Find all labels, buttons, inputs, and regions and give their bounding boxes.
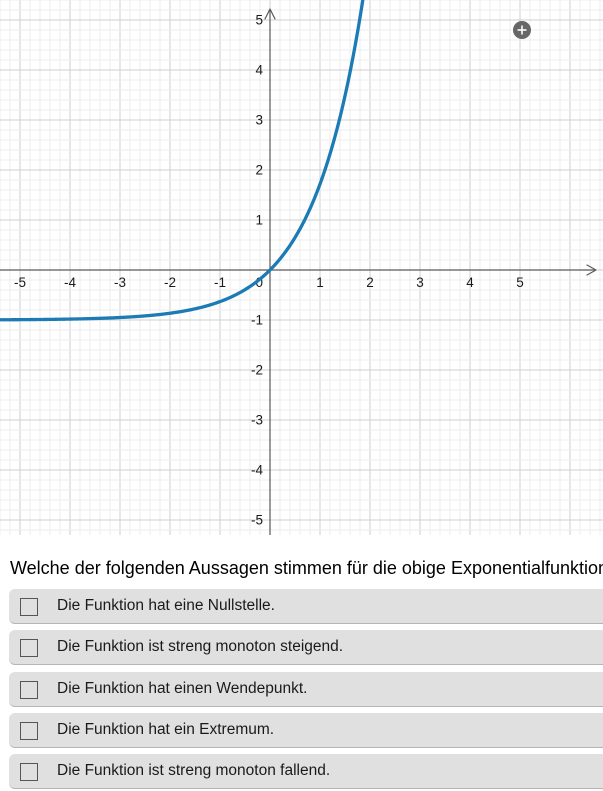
svg-text:-4: -4 (64, 275, 76, 290)
svg-text:1: 1 (255, 213, 263, 228)
svg-text:-3: -3 (114, 275, 126, 290)
svg-text:-5: -5 (14, 275, 26, 290)
svg-text:-5: -5 (251, 513, 263, 528)
svg-text:-3: -3 (251, 413, 263, 428)
svg-text:2: 2 (255, 163, 263, 178)
svg-text:4: 4 (466, 275, 474, 290)
svg-text:3: 3 (255, 113, 263, 128)
svg-text:5: 5 (255, 13, 263, 28)
svg-text:1: 1 (316, 275, 324, 290)
svg-text:4: 4 (255, 63, 263, 78)
svg-text:-1: -1 (214, 275, 226, 290)
svg-text:2: 2 (366, 275, 374, 290)
svg-text:-2: -2 (251, 363, 263, 378)
svg-text:3: 3 (416, 275, 424, 290)
svg-text:-2: -2 (164, 275, 176, 290)
svg-text:5: 5 (516, 275, 524, 290)
svg-text:-4: -4 (251, 463, 263, 478)
svg-text:-1: -1 (251, 313, 263, 328)
